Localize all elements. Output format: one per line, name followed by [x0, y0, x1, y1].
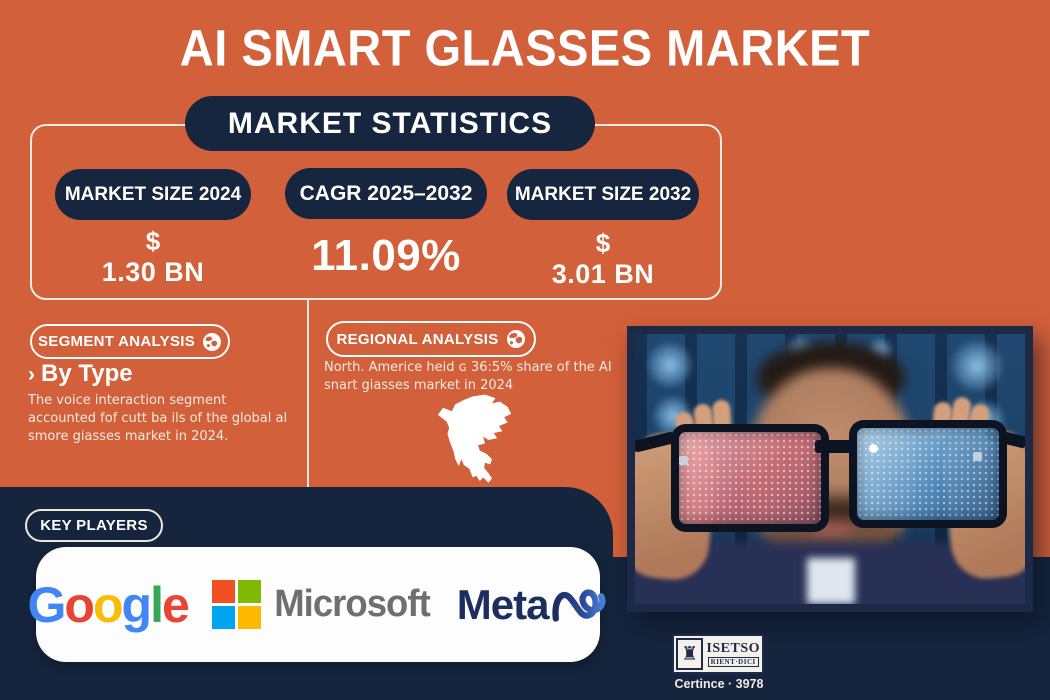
stat-value-2024: $ 1.30 BN	[55, 226, 251, 288]
certificate-emblem-icon: ♜	[676, 638, 704, 670]
certificate-logo: ♜ ISETSO RIENT·DICI	[672, 634, 764, 674]
key-players-card: G o o g l e Microsoft Meta	[28, 547, 606, 662]
certificate-brand: ISETSO	[706, 640, 760, 656]
stat-label-market-size-2024: MARKET SIZE 2024	[55, 169, 251, 220]
google-letter: e	[161, 576, 190, 633]
google-letter: o	[64, 576, 95, 633]
stat-value-cagr: 11.09%	[311, 231, 461, 280]
shirt	[807, 558, 855, 604]
stat-label-market-size-2032: MARKET SIZE 2032	[507, 169, 699, 220]
glasses-camera-right-icon	[973, 452, 982, 461]
globe-icon	[506, 330, 525, 348]
stat-amount: 1.30 BN	[101, 257, 205, 288]
microsoft-square-blue	[211, 606, 235, 629]
north-america-map	[437, 394, 512, 483]
google-letter: G	[27, 576, 67, 633]
microsoft-square-yellow	[237, 606, 261, 629]
bokeh-light	[951, 340, 1003, 392]
regional-analysis-label: REGIONAL ANALYSIS	[336, 330, 499, 348]
stat-label-cagr: CAGR 2025–2032	[285, 168, 487, 219]
meta-wordmark: Meta	[456, 580, 550, 628]
page-title: AI SMART GLASSES MARKET	[179, 18, 871, 77]
segment-body-text: The voice interaction segment accounted …	[28, 393, 288, 444]
segment-subheading: › By Type	[28, 360, 133, 387]
google-letter: g	[121, 576, 153, 633]
lens-highlight-dot	[869, 444, 878, 453]
section-divider	[307, 300, 309, 488]
google-logo: G o o g l e	[27, 576, 190, 634]
stat-amount: 3.01 BN	[551, 259, 655, 290]
smart-glasses-photo	[627, 326, 1033, 612]
certificate-caption: Certince · 3978	[674, 677, 764, 691]
globe-icon	[203, 332, 222, 351]
market-statistics-header: MARKET STATISTICS	[185, 96, 595, 151]
microsoft-square-green	[237, 580, 261, 603]
glasses-camera-left-icon	[679, 456, 688, 465]
microsoft-wordmark: Microsoft	[274, 583, 430, 625]
microsoft-logo: Microsoft	[211, 580, 433, 629]
currency-symbol: $	[145, 226, 161, 256]
smart-glasses	[635, 410, 1025, 532]
key-players-label: KEY PLAYERS	[40, 517, 148, 534]
meta-logo: Meta	[457, 581, 609, 629]
meta-infinity-icon	[552, 588, 606, 622]
certificate-text: ISETSO RIENT·DICI	[706, 640, 760, 667]
bokeh-light	[647, 342, 693, 388]
currency-symbol: $	[595, 228, 611, 258]
glasses-bridge	[815, 440, 853, 453]
regional-analysis-header: REGIONAL ANALYSIS	[326, 321, 536, 357]
key-players-header: KEY PLAYERS	[25, 509, 163, 542]
microsoft-squares-icon	[211, 580, 261, 629]
stat-value-2032: $ 3.01 BN	[507, 228, 699, 290]
chevron-icon: ›	[28, 363, 35, 386]
glasses-lens-right	[849, 420, 1007, 528]
segment-analysis-header: SEGMENT ANALYSIS	[30, 324, 230, 359]
certificate-subtitle: RIENT·DICI	[707, 656, 759, 667]
microsoft-square-red	[211, 580, 235, 603]
google-letter: o	[92, 576, 124, 633]
segment-analysis-label: SEGMENT ANALYSIS	[37, 333, 196, 350]
regional-body-text: North. Americe heid ɢ 36:5% share of the…	[324, 360, 612, 393]
glasses-lens-left	[671, 424, 829, 532]
google-letter: l	[150, 576, 164, 633]
photo-scene	[635, 334, 1025, 604]
